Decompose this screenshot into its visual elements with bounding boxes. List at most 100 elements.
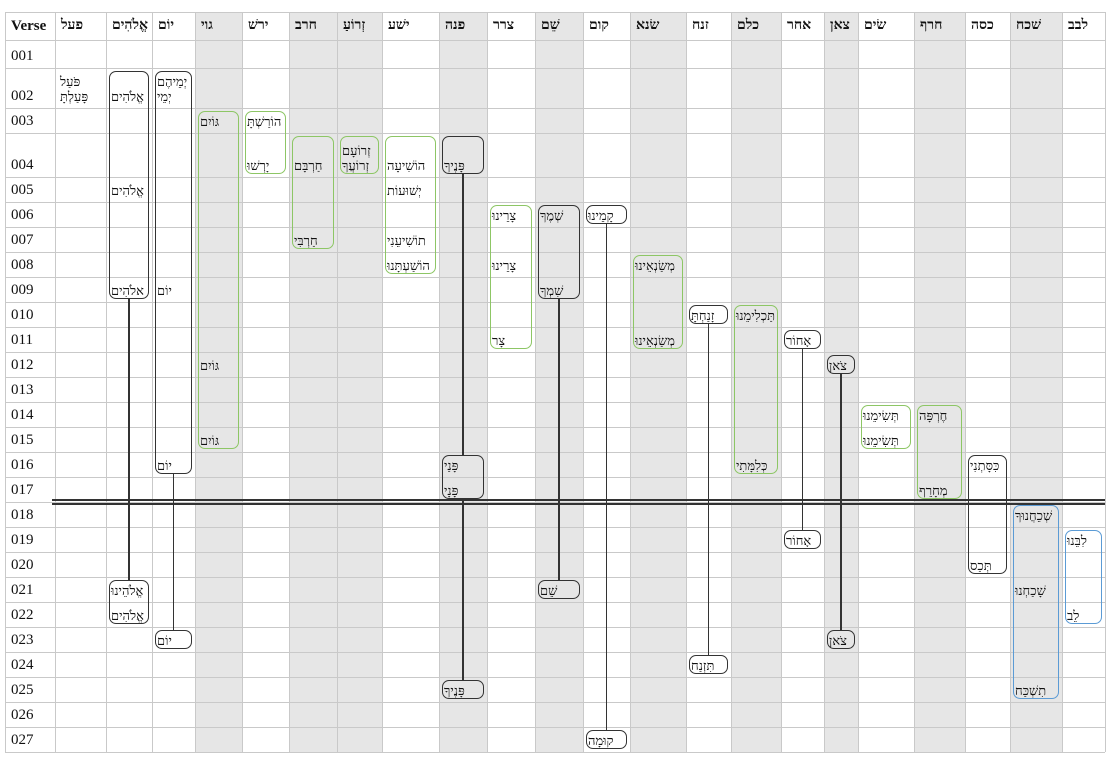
verse-number: 020 [11, 556, 34, 573]
word-cell: חַרְבָּם [292, 133, 334, 177]
hebrew-word: זְרוֹעֲךָ [342, 157, 370, 173]
grid-column-line [195, 12, 196, 752]
verse-number: 021 [11, 581, 34, 598]
verse-number: 008 [11, 256, 34, 273]
word-cell: צֹאן [827, 352, 855, 377]
grid-column-line [535, 12, 536, 752]
word-cell: אֱלֹהִים [109, 177, 149, 202]
grid-column-line [914, 12, 915, 752]
hebrew-word: אָחוֹר [786, 532, 812, 548]
hebrew-word: תְּכַס [970, 557, 992, 573]
column-header: יוֹם [158, 18, 174, 33]
hebrew-word: פָּנַי [444, 457, 459, 473]
verse-number: 009 [11, 281, 34, 298]
black-group-box [827, 354, 855, 374]
grid-row-line [5, 401, 1105, 403]
verse-number: 006 [11, 206, 34, 223]
grid-row-line [5, 326, 1105, 328]
hebrew-word: פָּעַלְתָּ [60, 89, 89, 104]
word-cell: קוּמָה [586, 727, 627, 752]
word-cell: הוֹרַשְׁתָּ [245, 108, 286, 133]
word-cell: מְשַׂנְאֵינוּ [633, 327, 683, 352]
word-cell: זָנַחְתָּ [689, 302, 728, 327]
grid-row-line [5, 301, 1105, 303]
grid-row-line [5, 551, 1105, 553]
grid-column-line [630, 12, 631, 752]
word-cell: אָחוֹר [784, 327, 821, 352]
grid-row-line [5, 108, 1105, 109]
word-cell: צֹאן [827, 627, 855, 652]
word-cell: פָּנָי [442, 477, 484, 502]
hebrew-word: תוֹשִׁיעֵנִי [387, 232, 426, 248]
green-group-box [292, 136, 334, 249]
word-cell: אֱלֹהִים [109, 602, 149, 627]
hebrew-word: יוֹם [157, 457, 172, 473]
verse-number: 005 [11, 181, 34, 198]
grid-column-line [1010, 12, 1011, 752]
black-group-box [784, 329, 821, 349]
column-header: פנה [445, 18, 466, 33]
word-cell: תִּזְנַח [689, 652, 728, 677]
column-header: אֱלֹהִים [112, 18, 148, 33]
grid-row-line [5, 751, 1105, 753]
green-group-box [245, 111, 286, 174]
word-cell: הוֹשַׁעְתָּנוּ [385, 252, 436, 277]
grid-column-line [686, 12, 687, 752]
black-group-box [784, 529, 821, 549]
black-group-box [442, 679, 484, 699]
hebrew-word: יוֹם [157, 632, 172, 648]
grid-column-line [583, 12, 584, 752]
column-shading [914, 12, 965, 752]
section-divider [52, 503, 1105, 505]
black-group-box [442, 136, 484, 174]
green-group-box [490, 204, 532, 349]
green-group-box [734, 304, 778, 474]
green-group-box [633, 254, 683, 349]
grid-row-line [5, 276, 1105, 278]
hebrew-word: יוֹם [157, 282, 172, 298]
grid-row-line [5, 576, 1105, 578]
grid-row-line [5, 651, 1105, 653]
verse-number: 027 [11, 731, 34, 748]
hebrew-word: אֱלֹהִים [111, 182, 144, 198]
verse-number: 019 [11, 531, 34, 548]
hebrew-word: שִׁמְךָ [540, 282, 564, 298]
word-cell: תַּכְלִימֵנוּ [734, 302, 778, 327]
black-group-box [109, 71, 149, 299]
grid-column-line [487, 12, 488, 752]
hebrew-word: גּוֹיִם [200, 357, 220, 373]
word-cell: פָּנֶיךָ [442, 677, 484, 702]
grid-row-line [5, 501, 1105, 503]
hebrew-word: אָחוֹר [786, 332, 812, 348]
green-group-box [917, 404, 962, 499]
grid-row-line [5, 176, 1105, 178]
grid-column-line [106, 12, 107, 752]
blue-group-box [1065, 529, 1102, 624]
black-group-box [538, 579, 580, 599]
verse-number: 011 [11, 331, 33, 348]
hebrew-word: גּוֹיִם [200, 114, 220, 129]
grid-row-line [5, 601, 1105, 603]
hebrew-word: יָרְשׁוּ [247, 157, 270, 173]
verse-number: 025 [11, 681, 34, 698]
hebrew-word: תִּזְנַח [691, 657, 715, 673]
connector-line [558, 298, 560, 580]
word-cell: תְּשִׂימֵנוּ [861, 402, 911, 427]
column-header: שׁכח [1016, 18, 1042, 33]
grid-row-line [5, 226, 1105, 228]
verse-number: 013 [11, 381, 34, 398]
grid-row-line [5, 426, 1105, 428]
verse-number: 023 [11, 631, 34, 648]
hebrew-word: זְרוֹעָם [342, 142, 371, 158]
hebrew-word: פָּנֶיךָ [444, 157, 465, 173]
hebrew-word: שָׁכַחְנוּ [1015, 582, 1046, 598]
column-shading [1010, 12, 1062, 752]
hebrew-word: תְּשִׂימֵנוּ [863, 407, 899, 423]
hebrew-word: צָרֵינוּ [492, 257, 517, 273]
word-cell: יוֹם [155, 452, 192, 477]
column-header: שֵׁם [541, 18, 560, 33]
verse-number: 015 [11, 431, 34, 448]
column-header: צאן [830, 18, 850, 33]
column-header: פעל [61, 18, 84, 33]
hebrew-word: צֹאן [829, 632, 847, 648]
